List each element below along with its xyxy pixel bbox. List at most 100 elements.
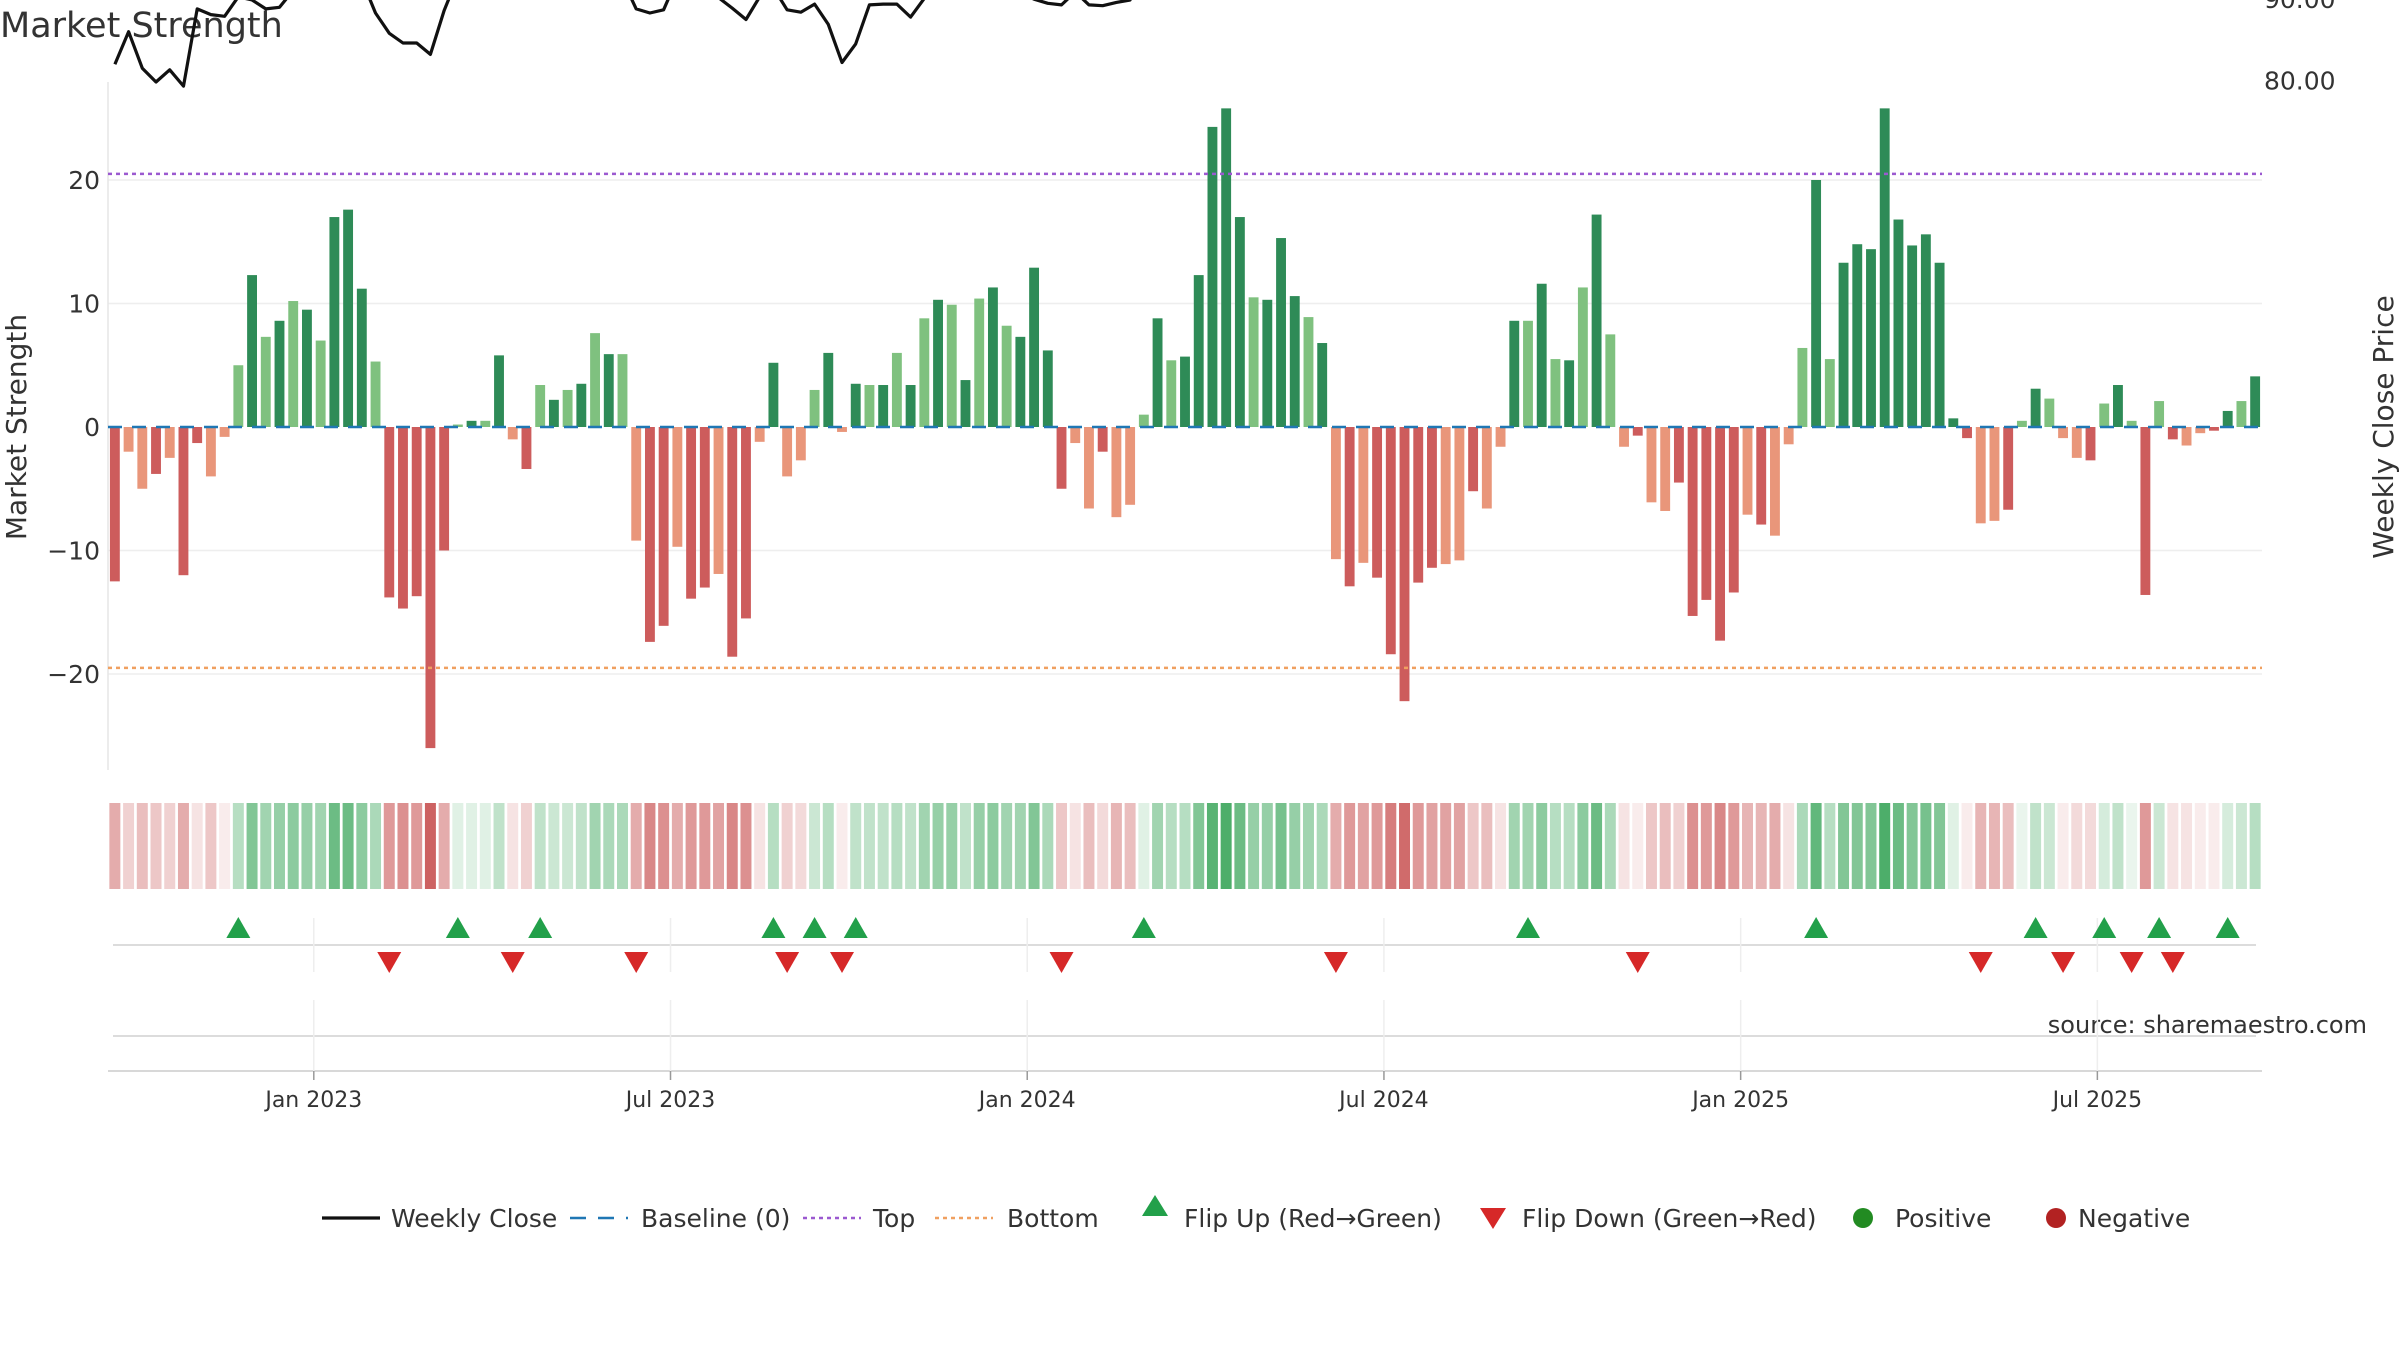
strength-bar bbox=[1907, 245, 1918, 427]
flip-down-marker bbox=[1625, 952, 1650, 973]
strength-bar bbox=[205, 427, 216, 477]
strength-bar bbox=[1577, 287, 1588, 427]
heat-cell bbox=[1975, 803, 1987, 889]
heat-cell bbox=[1056, 803, 1068, 889]
strength-bar bbox=[1866, 249, 1876, 427]
strength-bar bbox=[178, 427, 189, 576]
flip-down-marker bbox=[2119, 952, 2144, 973]
strength-bar bbox=[1715, 427, 1726, 641]
strength-bar bbox=[343, 209, 354, 427]
strength-bar bbox=[1440, 427, 1451, 565]
heat-cell bbox=[1659, 803, 1671, 889]
heat-cell bbox=[575, 803, 587, 889]
left-tick-label: −10 bbox=[47, 537, 100, 566]
strength-bar bbox=[1276, 238, 1286, 427]
strength-bar bbox=[727, 427, 738, 657]
heat-cell bbox=[987, 803, 999, 889]
heat-cell bbox=[767, 803, 779, 889]
flip-up-marker bbox=[445, 917, 470, 938]
heat-cell bbox=[150, 803, 162, 889]
strength-bar bbox=[1029, 267, 1040, 427]
heat-cell bbox=[1508, 803, 1520, 889]
heat-cell bbox=[2071, 803, 2083, 889]
heat-cell bbox=[1961, 803, 1973, 889]
heat-cell bbox=[1824, 803, 1836, 889]
heat-cell bbox=[1220, 803, 1232, 889]
left-tick-label: 0 bbox=[84, 413, 100, 442]
strength-bar bbox=[1783, 427, 1794, 445]
x-tick-label: Jul 2025 bbox=[2051, 1088, 2143, 1113]
strength-bar bbox=[356, 288, 367, 427]
strength-bar bbox=[384, 427, 395, 598]
strength-bar bbox=[864, 385, 875, 427]
legend-label: Weekly Close bbox=[391, 1204, 557, 1233]
strength-bar bbox=[2250, 376, 2261, 427]
strength-bar bbox=[109, 427, 120, 582]
heat-cell bbox=[671, 803, 683, 889]
flip-up-marker bbox=[1131, 917, 1156, 938]
heat-cell bbox=[205, 803, 217, 889]
strength-bar bbox=[2085, 427, 2096, 461]
heat-cell bbox=[1412, 803, 1424, 889]
heat-cell bbox=[1371, 803, 1383, 889]
strength-bar bbox=[686, 427, 697, 599]
strength-bar bbox=[466, 420, 477, 427]
strength-bar bbox=[1879, 108, 1890, 428]
strength-bar bbox=[1330, 427, 1341, 560]
strength-bar bbox=[1646, 427, 1657, 503]
strength-bar bbox=[1152, 318, 1163, 427]
flip-down-marker bbox=[1049, 952, 1074, 973]
heat-cell bbox=[1001, 803, 1013, 889]
right-tick-label: 90.00 bbox=[2264, 0, 2336, 14]
heat-cell bbox=[123, 803, 135, 889]
heat-cell bbox=[1879, 803, 1891, 889]
heat-cell bbox=[1673, 803, 1685, 889]
heat-cell bbox=[301, 803, 313, 889]
strength-bar bbox=[919, 318, 930, 427]
heat-cell bbox=[2194, 803, 2206, 889]
strength-bar bbox=[301, 309, 312, 427]
strength-bar bbox=[137, 427, 148, 489]
legend-flip-up-icon bbox=[1142, 1195, 1168, 1216]
strength-bar bbox=[2167, 427, 2178, 440]
heat-cell bbox=[1152, 803, 1164, 889]
strength-bar bbox=[1962, 427, 1972, 439]
strength-bar bbox=[521, 427, 532, 469]
right-tick-label: 80.00 bbox=[2264, 66, 2336, 95]
strength-bar bbox=[370, 361, 381, 427]
heat-cell bbox=[726, 803, 738, 889]
heat-cell bbox=[877, 803, 889, 889]
heat-cell bbox=[1289, 803, 1301, 889]
strength-bar bbox=[2209, 427, 2219, 431]
x-tick-label: Jan 2024 bbox=[977, 1088, 1076, 1113]
strength-bar bbox=[768, 362, 779, 427]
strength-bar bbox=[1070, 427, 1081, 444]
heat-cell bbox=[630, 803, 642, 889]
heat-cell bbox=[2208, 803, 2220, 889]
heat-cell bbox=[1385, 803, 1397, 889]
flip-up-marker bbox=[2092, 917, 2117, 938]
strength-bar bbox=[1536, 283, 1547, 427]
strength-bar bbox=[1495, 427, 1506, 447]
strength-bar bbox=[1687, 427, 1698, 616]
strength-bar bbox=[590, 333, 600, 427]
strength-bar bbox=[2058, 427, 2069, 439]
strength-bar bbox=[1989, 427, 2000, 521]
heat-cell bbox=[411, 803, 423, 889]
heat-cell bbox=[1344, 803, 1356, 889]
flip-up-marker bbox=[802, 917, 827, 938]
strength-bar bbox=[946, 304, 957, 427]
heat-cell bbox=[1522, 803, 1534, 889]
heat-cell bbox=[2222, 803, 2234, 889]
strength-bar bbox=[151, 427, 161, 474]
heat-cell bbox=[315, 803, 327, 889]
heat-cell bbox=[1110, 803, 1122, 889]
heat-cell bbox=[1261, 803, 1273, 889]
strength-bar bbox=[1125, 427, 1136, 505]
heat-cell bbox=[644, 803, 656, 889]
strength-bar bbox=[1166, 360, 1177, 427]
strength-bar bbox=[329, 217, 340, 427]
strength-bar bbox=[2236, 401, 2247, 427]
heat-cell bbox=[1851, 803, 1863, 889]
